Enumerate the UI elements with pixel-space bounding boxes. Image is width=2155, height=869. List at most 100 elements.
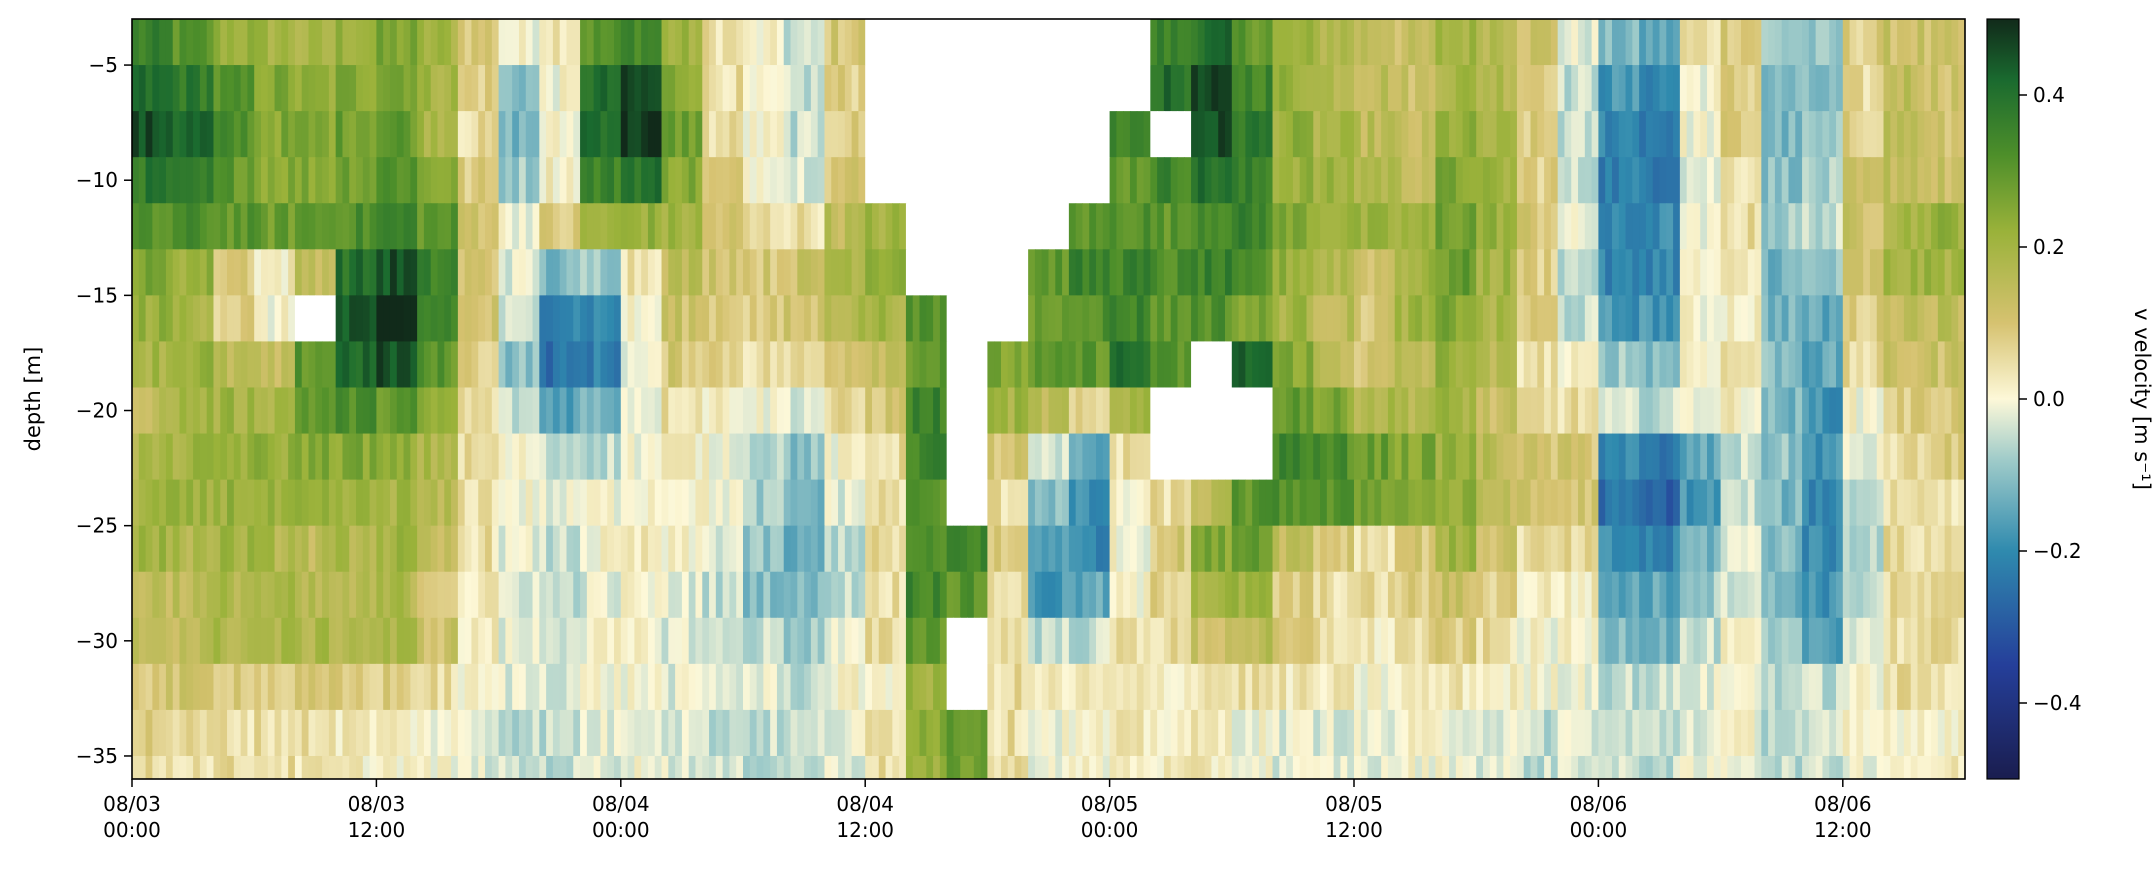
heatmap-cell: [1034, 755, 1043, 779]
heatmap-cell: [1116, 295, 1124, 343]
heatmap-cell: [444, 387, 452, 435]
heatmap-cell: [383, 387, 391, 435]
heatmap-cell: [1788, 709, 1796, 757]
heatmap-cell: [1238, 617, 1246, 665]
heatmap-cell: [1890, 157, 1898, 204]
heatmap-cell: [1578, 295, 1586, 343]
heatmap-cell: [1564, 19, 1572, 66]
heatmap-cell: [1258, 663, 1267, 711]
heatmap-cell: [1170, 525, 1179, 573]
heatmap-cell: [1184, 387, 1192, 435]
heatmap-cell: [892, 433, 900, 481]
heatmap-cell: [559, 157, 568, 204]
heatmap-cell: [1578, 571, 1586, 619]
heatmap-cell: [1958, 65, 1965, 112]
heatmap-cell: [485, 571, 493, 619]
heatmap-cell: [1686, 617, 1695, 665]
heatmap-cell: [593, 525, 602, 573]
heatmap-cell: [1937, 249, 1946, 296]
heatmap-cell: [1387, 433, 1396, 481]
heatmap-cell: [919, 203, 927, 250]
heatmap-cell: [165, 479, 174, 527]
heatmap-cell: [1116, 433, 1124, 481]
heatmap-cell: [417, 755, 425, 779]
heatmap-cell: [1258, 157, 1267, 204]
heatmap-cell: [1041, 203, 1050, 250]
heatmap-cell: [1225, 249, 1233, 296]
heatmap-cell: [1917, 663, 1925, 711]
heatmap-cell: [899, 663, 907, 711]
heatmap-cell: [1734, 479, 1742, 527]
heatmap-cell: [790, 755, 798, 779]
heatmap-cell: [858, 571, 866, 619]
heatmap-cell: [756, 479, 764, 527]
heatmap-cell: [1530, 111, 1538, 158]
heatmap-cell: [614, 433, 622, 481]
heatmap-cell: [1109, 525, 1117, 573]
heatmap-cell: [1822, 387, 1830, 435]
heatmap-cell: [1313, 617, 1321, 665]
heatmap-cell: [1421, 341, 1430, 389]
heatmap-cell: [1917, 571, 1925, 619]
heatmap-cell: [831, 341, 839, 389]
heatmap-cell: [1041, 341, 1050, 389]
heatmap-cell: [294, 111, 303, 158]
heatmap-cell: [1496, 479, 1504, 527]
heatmap-cell: [586, 157, 595, 204]
heatmap-cell: [1822, 571, 1830, 619]
heatmap-cell: [152, 755, 160, 779]
heatmap-cell: [1584, 203, 1593, 250]
heatmap-cell: [919, 663, 927, 711]
heatmap-cell: [675, 387, 683, 435]
heatmap-cell: [1068, 65, 1077, 112]
heatmap-cell: [1795, 479, 1803, 527]
heatmap-cell: [1666, 19, 1674, 66]
heatmap-cell: [994, 19, 1002, 66]
heatmap-cell: [865, 65, 873, 112]
heatmap-cell: [1673, 755, 1681, 779]
heatmap-cell: [654, 433, 663, 481]
heatmap-cell: [247, 709, 255, 757]
heatmap-cell: [1815, 19, 1824, 66]
heatmap-cell: [1096, 295, 1104, 343]
heatmap-cell: [1055, 19, 1063, 66]
heatmap-cell: [1740, 617, 1749, 665]
heatmap-cell: [1116, 19, 1124, 66]
heatmap-cell: [1571, 157, 1579, 204]
heatmap-cell: [1802, 433, 1810, 481]
heatmap-cell: [437, 111, 445, 158]
heatmap-cell: [586, 617, 595, 665]
heatmap-cell: [1700, 617, 1708, 665]
heatmap-cell: [912, 157, 921, 204]
heatmap-cell: [233, 479, 242, 527]
heatmap-cell: [254, 157, 262, 204]
heatmap-cell: [1116, 571, 1124, 619]
heatmap-cell: [260, 709, 269, 757]
heatmap-cell: [1869, 571, 1878, 619]
heatmap-cell: [1252, 479, 1260, 527]
heatmap-cell: [546, 755, 554, 779]
heatmap-cell: [172, 111, 181, 158]
heatmap-cell: [743, 157, 751, 204]
heatmap-cell: [715, 571, 724, 619]
heatmap-cell: [1544, 203, 1552, 250]
heatmap-cell: [736, 203, 744, 250]
heatmap-cell: [1252, 295, 1260, 343]
heatmap-cell: [1591, 617, 1599, 665]
heatmap-cell: [1768, 525, 1776, 573]
heatmap-cell: [1231, 663, 1240, 711]
heatmap-cell: [736, 341, 744, 389]
heatmap-cell: [831, 571, 839, 619]
heatmap-cell: [457, 617, 466, 665]
heatmap-cell: [960, 755, 968, 779]
heatmap-cell: [1401, 19, 1409, 66]
heatmap-cell: [1516, 65, 1525, 112]
heatmap-cell: [1951, 19, 1959, 66]
heatmap-cell: [1910, 433, 1919, 481]
heatmap-cell: [1482, 617, 1491, 665]
heatmap-cell: [566, 755, 574, 779]
heatmap-cell: [1944, 755, 1953, 779]
heatmap-cell: [743, 341, 751, 389]
heatmap-cell: [1360, 617, 1369, 665]
heatmap-cell: [1544, 663, 1552, 711]
